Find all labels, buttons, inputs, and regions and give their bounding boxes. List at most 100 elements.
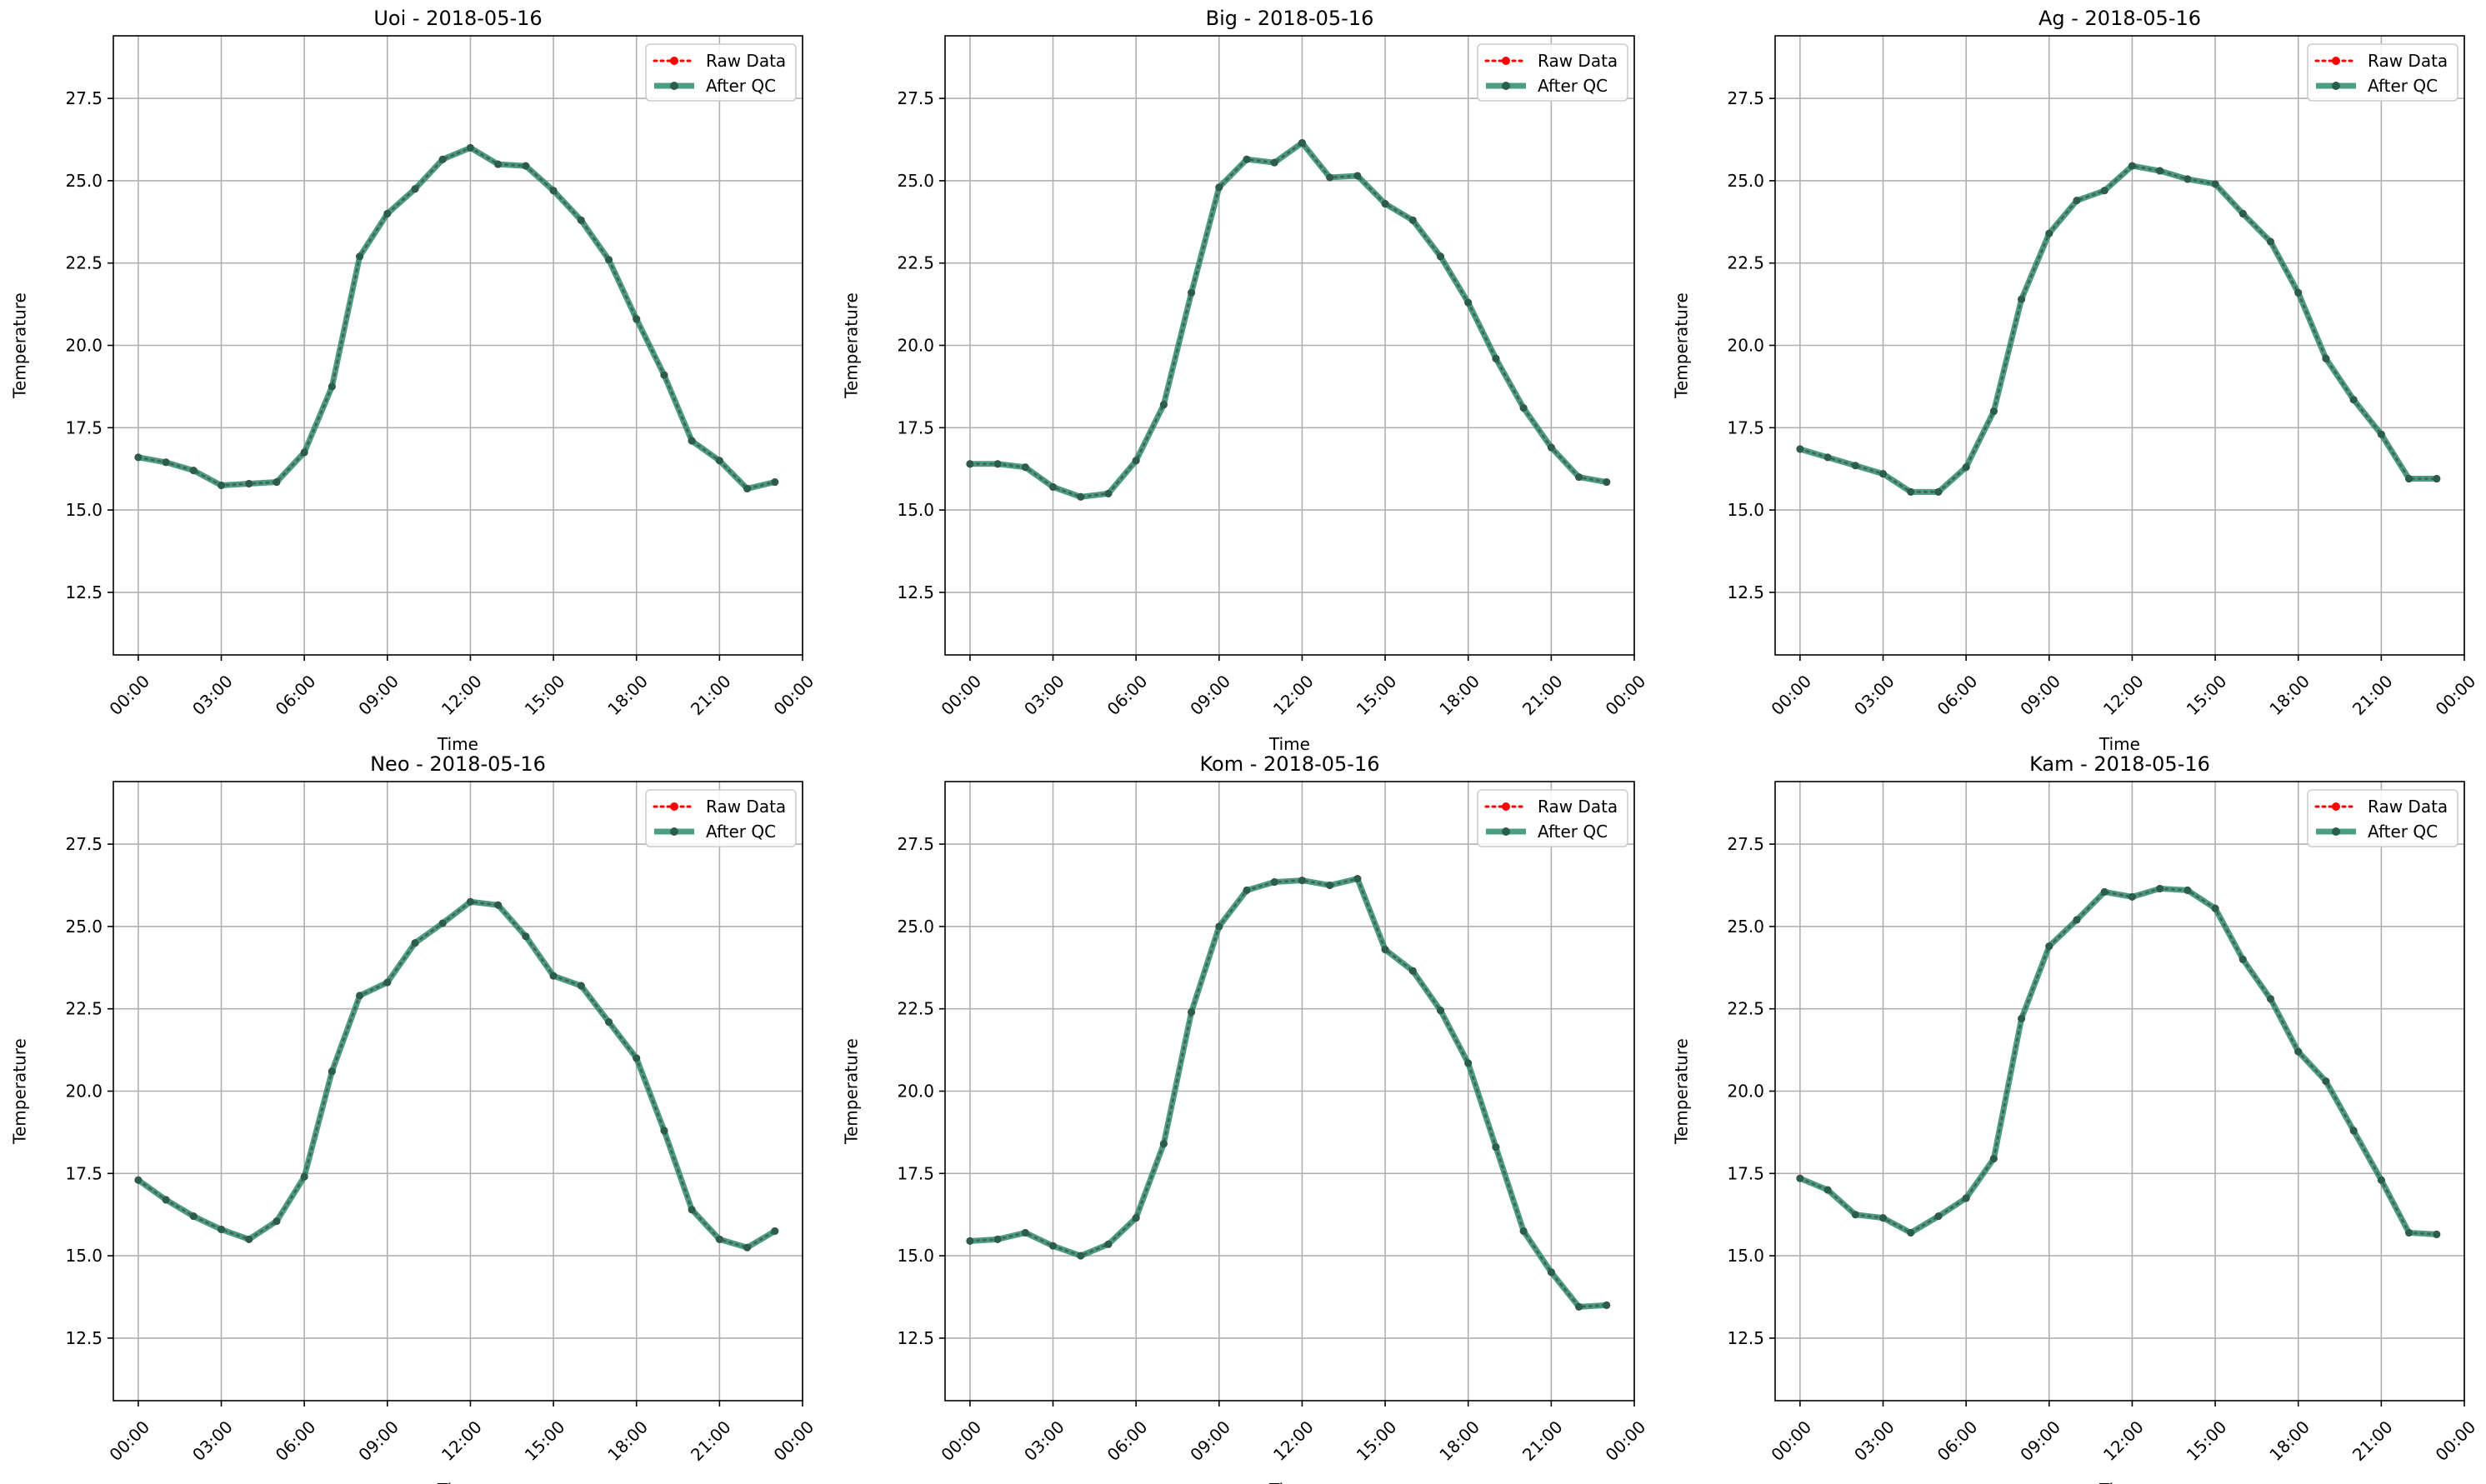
- y-axis-label: Temperature: [842, 1038, 862, 1145]
- x-tick-label: 03:00: [188, 1417, 237, 1465]
- after-qc-point: [356, 252, 364, 261]
- x-axis-label: Time: [1268, 734, 1310, 754]
- after-qc-point: [1381, 200, 1389, 208]
- legend-qc-label: After QC: [1538, 822, 1608, 842]
- after-qc-point: [2267, 995, 2275, 1003]
- after-qc-point: [1879, 1214, 1888, 1222]
- series-raw-data: [134, 143, 779, 492]
- after-qc-point: [1104, 489, 1113, 497]
- after-qc-point: [1270, 878, 1278, 887]
- subplot-title: Kam - 2018-05-16: [2029, 752, 2210, 776]
- after-qc-point: [466, 897, 474, 906]
- legend-raw-label: Raw Data: [706, 51, 786, 71]
- legend-raw-marker: [670, 57, 678, 65]
- after-qc-point: [2322, 1077, 2330, 1086]
- after-qc-point: [993, 1235, 1002, 1243]
- y-tick-label: 20.0: [897, 336, 934, 356]
- raw-data-line: [137, 900, 777, 1249]
- after-qc-point: [1326, 173, 1334, 182]
- subplot-4: 00:00 03:00 06:00 09:00 12:00 15:00 18:00 21:00…: [10, 752, 818, 1484]
- x-tick-label: 15:00: [2183, 1417, 2231, 1465]
- x-tick-label: 18:00: [603, 671, 652, 719]
- y-tick-label: 17.5: [897, 1163, 934, 1183]
- x-tick-label: 00:00: [105, 671, 153, 719]
- subplot-6: 00:00 03:00 06:00 09:00 12:00 15:00 18:00 21:00…: [1672, 752, 2480, 1484]
- x-axis-label: Time: [437, 1480, 478, 1484]
- x-tick-label: 09:00: [354, 671, 403, 719]
- x-tick-label: 00:00: [2432, 1417, 2480, 1465]
- x-tick-label: 09:00: [2016, 1417, 2064, 1465]
- x-tick-label: 12:00: [2099, 1417, 2148, 1465]
- after-qc-point: [1132, 1214, 1140, 1222]
- series-after-qc: [134, 897, 779, 1252]
- y-tick-label: 15.0: [1727, 1246, 1764, 1266]
- subplot-title: Uoi - 2018-05-16: [373, 7, 542, 30]
- after-qc-point: [1077, 492, 1085, 501]
- legend-raw-label: Raw Data: [2368, 797, 2448, 817]
- after-qc-point: [1907, 1228, 1915, 1237]
- x-tick-label: 00:00: [770, 1417, 818, 1465]
- series-after-qc: [966, 875, 1611, 1311]
- after-qc-point: [189, 1212, 198, 1221]
- subplot-3: 00:00 03:00 06:00 09:00 12:00 15:00 18:00 21:00…: [1672, 7, 2480, 754]
- after-qc-point: [218, 1225, 226, 1233]
- after-qc-point: [466, 143, 474, 152]
- series-raw-data: [966, 875, 1611, 1311]
- after-qc-point: [1437, 252, 1445, 261]
- after-qc-point: [383, 209, 392, 217]
- y-tick-label: 22.5: [65, 999, 103, 1019]
- x-tick-label: 15:00: [2183, 671, 2231, 719]
- after-qc-point: [383, 978, 392, 987]
- x-tick-label: 12:00: [438, 1417, 486, 1465]
- grid: [113, 782, 803, 1401]
- y-tick-label: 17.5: [65, 417, 103, 437]
- after-qc-point: [2405, 475, 2413, 483]
- legend-raw-marker: [670, 802, 678, 811]
- after-qc-point: [218, 481, 226, 489]
- y-tick-label: 25.0: [1727, 917, 1764, 937]
- x-tick-label: 00:00: [937, 1417, 985, 1465]
- x-tick-label: 12:00: [1269, 671, 1318, 719]
- y-tick-label: 22.5: [1727, 253, 1764, 273]
- after-qc-point: [1519, 1227, 1528, 1235]
- after-qc-point: [605, 256, 613, 264]
- after-qc-point: [300, 1172, 308, 1181]
- raw-data-line: [968, 141, 1608, 498]
- after-qc-point: [356, 992, 364, 1000]
- legend-qc-marker: [670, 82, 678, 90]
- after-qc-point: [273, 1217, 281, 1226]
- x-tick-label: 06:00: [1103, 1417, 1152, 1465]
- after-qc-line: [967, 876, 1610, 1310]
- x-tick-label: 09:00: [2016, 671, 2064, 719]
- after-qc-point: [1962, 463, 1970, 472]
- after-qc-point: [494, 160, 503, 168]
- subplot-title: Ag - 2018-05-16: [2038, 7, 2201, 30]
- y-tick-label: 17.5: [65, 1163, 103, 1183]
- after-qc-point: [1353, 875, 1362, 883]
- after-qc-point: [494, 901, 503, 909]
- series-after-qc: [134, 143, 779, 492]
- after-qc-point: [411, 185, 419, 193]
- x-tick-label: 21:00: [687, 1417, 735, 1465]
- x-tick-label: 00:00: [937, 671, 985, 719]
- after-qc-point: [134, 453, 143, 462]
- legend-qc-label: After QC: [706, 822, 776, 842]
- after-qc-point: [577, 982, 585, 990]
- after-qc-center-line: [1799, 165, 2437, 493]
- subplot-title: Kom - 2018-05-16: [1200, 752, 1380, 776]
- subplot-5: 00:00 03:00 06:00 09:00 12:00 15:00 18:00 21:00…: [842, 752, 1650, 1484]
- x-tick-label: 03:00: [1850, 671, 1898, 719]
- y-tick-label: 22.5: [1727, 999, 1764, 1019]
- after-qc-point: [966, 460, 974, 468]
- y-tick-label: 15.0: [897, 500, 934, 520]
- y-tick-label: 17.5: [897, 417, 934, 437]
- x-axis-label: Time: [2098, 1480, 2140, 1484]
- after-qc-point: [2045, 229, 2053, 237]
- after-qc-point: [522, 162, 530, 170]
- after-qc-point: [1962, 1194, 1970, 1202]
- x-tick-label: 12:00: [438, 671, 486, 719]
- y-axis-label: Temperature: [1672, 292, 1692, 399]
- series-raw-data: [134, 897, 779, 1252]
- after-qc-point: [2267, 237, 2275, 246]
- x-tick-label: 06:00: [272, 1417, 320, 1465]
